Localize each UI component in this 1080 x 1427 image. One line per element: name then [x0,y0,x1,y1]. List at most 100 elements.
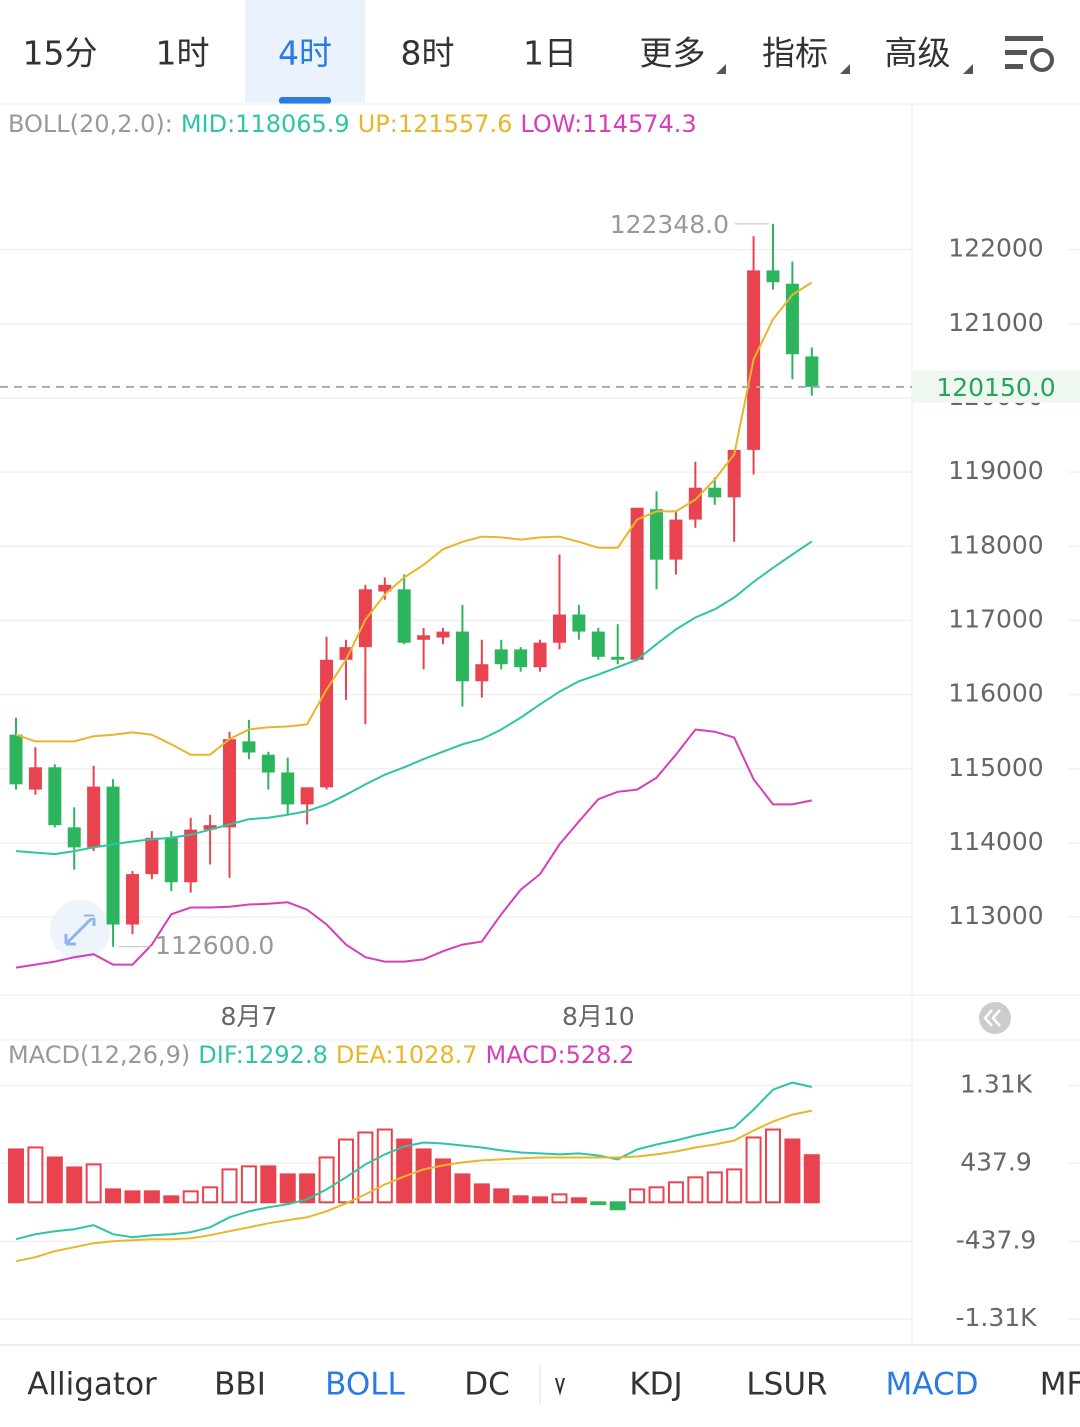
legend-entry: LOW:114574.3 [520,110,696,138]
macd-bar [454,1173,471,1204]
candle-body [378,584,392,592]
indicator-tab[interactable]: Alligator [27,1367,157,1403]
candle-body [611,656,625,660]
candle-body [67,827,81,848]
candle-body [436,631,450,638]
candle-body [552,614,566,643]
candle-body [145,837,159,875]
candle-body [203,825,217,830]
time-tab[interactable]: 15分 [23,34,98,73]
indicator-tab[interactable]: KDJ [629,1367,682,1403]
legend-entry: DIF:1292.8 [198,1041,328,1069]
indicator-tab[interactable]: MACD [886,1367,979,1403]
macd-bar [629,1188,646,1204]
active-tab-bg [245,0,365,103]
icon-gear [1030,48,1054,72]
macd-bar [337,1138,354,1204]
candle-body [397,589,411,643]
extreme-label: 122348.0 [610,210,729,239]
macd-bar [551,1193,568,1204]
candle-body [125,874,139,925]
y-tick-label: 121000 [948,308,1043,337]
macd-line [15,1081,813,1241]
candle-body [48,767,62,826]
time-tab[interactable]: 高级 [885,34,951,73]
active-tab-underline [279,97,331,104]
icon-bg [979,1002,1011,1034]
candle-body [572,614,586,632]
time-tab[interactable]: 4时 [278,34,332,73]
dropdown-caret [840,64,850,74]
candle-body [475,664,489,682]
candle-body [28,767,42,790]
macd-bar [512,1195,529,1204]
candle-body [320,659,334,788]
macd-bar [221,1168,238,1204]
candle-body [281,772,295,805]
candle-body [708,487,722,498]
last-price-box [912,370,1080,403]
macd-bar [8,1148,24,1204]
y-tick-label: 114000 [948,827,1043,856]
legend-entry: BOLL(20,2.0): [8,110,173,138]
time-tab[interactable]: 1日 [523,34,577,73]
macd-bar [415,1148,432,1204]
macd-bar [396,1138,413,1204]
indicator-tab[interactable]: MF [1040,1367,1080,1403]
macd-bar [85,1163,102,1204]
indicator-tab[interactable]: BOLL [325,1367,405,1403]
macd-bar [435,1158,452,1204]
macd-bar [687,1176,704,1204]
boll-line [15,281,813,756]
x-tick-label: 8月7 [221,1002,278,1031]
settings-icon[interactable] [1005,36,1054,72]
macd-bar [143,1190,160,1204]
legend-entry: UP:121557.6 [358,110,513,138]
candle-body [87,786,101,848]
macd-bar [279,1173,296,1204]
last-price-label: 120150.0 [936,373,1055,402]
candle-body [533,642,547,668]
candle-body [417,635,431,640]
y-tick-label: 113000 [948,901,1043,930]
macd-bar [532,1196,549,1204]
macd-bar [318,1156,335,1204]
candle-body [184,829,198,883]
scroll-back-icon[interactable] [979,1002,1011,1034]
dropdown-caret [963,64,973,74]
y-tick-label: 115000 [948,753,1043,782]
macd-bar [163,1195,180,1204]
indicator-tab[interactable]: BBI [214,1367,266,1403]
macd-line [15,1109,813,1263]
candle-body [727,449,741,498]
candle-body [785,283,799,355]
legend-entry: DEA:1028.7 [336,1041,478,1069]
macd-bar [784,1138,801,1204]
icon-arrows [983,1009,1001,1027]
expand-icon[interactable] [50,900,110,960]
time-tab[interactable]: 更多 [640,34,706,73]
candle-body [9,734,23,785]
legend-entry: MACD(12,26,9) [8,1041,190,1069]
x-tick-label: 8月10 [562,1002,635,1031]
macd-bar [764,1128,781,1204]
indicator-tab[interactable]: DC [464,1367,510,1403]
macd-bar [46,1156,63,1204]
extreme-label: 112600.0 [155,931,274,960]
icon-bar [1005,50,1027,55]
candle-body [261,754,275,773]
time-tab[interactable]: 8时 [401,34,455,73]
y-tick-label: 122000 [948,234,1043,263]
candle-body [805,356,819,387]
indicator-tab[interactable]: LSUR [746,1367,827,1403]
time-tab[interactable]: 1时 [156,34,210,73]
time-tab[interactable]: 指标 [762,34,828,73]
macd-bar [667,1181,684,1204]
macd-bar [376,1128,393,1204]
macd-bar [590,1201,607,1206]
y-tick-label: 1.31K [960,1069,1033,1098]
tab-expand[interactable] [555,1377,565,1396]
macd-bar [803,1154,820,1204]
y-tick-label: 116000 [948,679,1043,708]
macd-bar [124,1190,141,1204]
